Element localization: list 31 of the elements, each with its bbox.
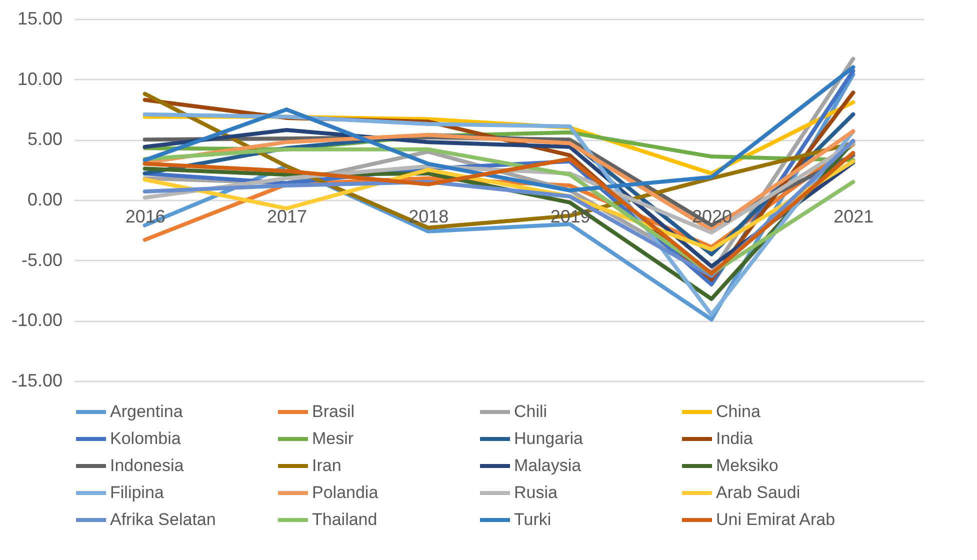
legend-label: China	[716, 402, 761, 421]
legend-label: Polandia	[312, 483, 379, 502]
y-tick-label: 0.00	[27, 190, 62, 210]
legend-label: Arab Saudi	[716, 483, 800, 502]
x-tick-label: 2016	[125, 206, 166, 226]
legend-label: Meksiko	[716, 456, 778, 475]
x-tick-label: 2018	[408, 206, 449, 226]
legend-label: India	[716, 429, 754, 448]
legend-label: Rusia	[514, 483, 558, 502]
legend-label: Argentina	[110, 402, 184, 421]
legend-label: Chili	[514, 402, 548, 421]
legend-label: Thailand	[312, 510, 378, 529]
legend-label: Kolombia	[110, 429, 182, 448]
legend-label: Afrika Selatan	[110, 510, 216, 529]
legend-label: Iran	[312, 456, 342, 475]
legend-label: Uni Emirat Arab	[716, 510, 836, 529]
legend-label: Mesir	[312, 429, 354, 448]
legend-label: Brasil	[312, 402, 355, 421]
y-tick-label: 5.00	[27, 129, 62, 150]
x-tick-label: 2021	[834, 206, 874, 226]
y-tick-label: -15.00	[11, 370, 62, 390]
legend-label: Filipina	[110, 483, 164, 502]
y-tick-label: 15.00	[17, 8, 62, 28]
y-tick-label: 10.00	[17, 68, 62, 89]
legend-label: Malaysia	[514, 456, 582, 475]
x-tick-label: 2017	[266, 206, 308, 226]
legend-label: Indonesia	[110, 456, 184, 475]
legend-label: Turki	[514, 510, 552, 529]
y-tick-label: -10.00	[11, 310, 62, 330]
y-tick-label: -5.00	[21, 250, 62, 270]
legend-label: Hungaria	[514, 429, 584, 448]
